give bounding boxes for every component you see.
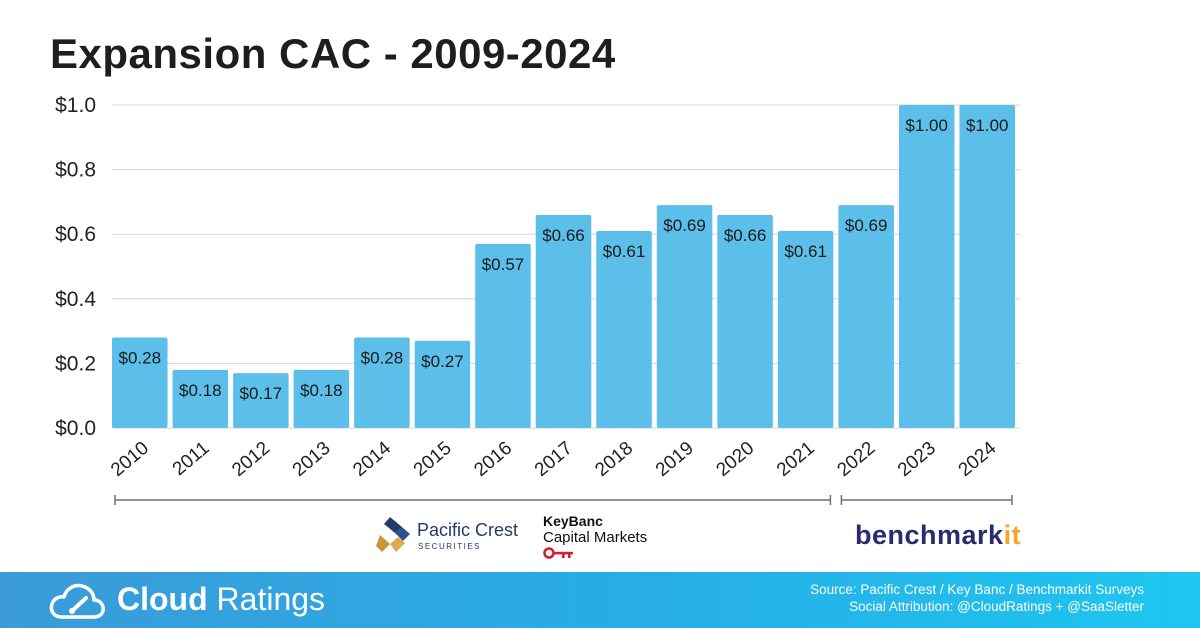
cloud-gauge-icon — [49, 583, 105, 619]
data-label: $0.69 — [845, 216, 888, 235]
bar — [172, 369, 229, 428]
source-line: Source: Pacific Crest / Key Banc / Bench… — [810, 582, 1144, 597]
data-label: $0.28 — [118, 349, 161, 368]
benchmarkit-name-main: benchmark — [855, 520, 1004, 550]
y-tick-label: $0.0 — [55, 417, 96, 440]
x-tick-label: 2020 — [712, 438, 758, 481]
pacific-crest-subtitle: SECURITIES — [418, 542, 482, 551]
data-label: $0.66 — [542, 226, 585, 245]
attribution-line: Social Attribution: @CloudRatings + @Saa… — [849, 599, 1144, 614]
bar — [959, 105, 1015, 428]
data-label: $0.61 — [603, 242, 646, 261]
bar — [898, 105, 955, 428]
y-tick-label: $0.8 — [55, 159, 96, 182]
bar-chart: $0.0 $0.2 $0.4 $0.6 $0.8 $1.0 $0.28 2010 $0.18 20… — [55, 94, 1020, 505]
x-tick-label: 2018 — [591, 438, 637, 481]
bar — [233, 373, 289, 428]
bar — [596, 230, 652, 428]
brand-name: Cloud Ratings — [117, 581, 325, 618]
x-tick-label: 2016 — [470, 438, 516, 481]
keybanc-logo: KeyBanc Capital Markets — [543, 513, 653, 561]
data-label: $0.27 — [421, 352, 464, 371]
data-label: $0.57 — [482, 255, 525, 274]
bar — [112, 337, 168, 428]
bar — [656, 205, 713, 428]
data-label: $0.17 — [240, 384, 283, 403]
data-label: $1.00 — [966, 116, 1009, 135]
data-label: $1.00 — [905, 116, 948, 135]
x-tick-label: 2017 — [531, 438, 577, 481]
x-tick-label: 2012 — [228, 438, 274, 481]
data-label: $0.61 — [784, 242, 827, 261]
bar — [414, 340, 471, 428]
x-tick-label: 2013 — [289, 438, 335, 481]
brand-name-light: Ratings — [207, 581, 326, 617]
brand-name-bold: Cloud — [117, 581, 208, 617]
y-tick-label: $0.6 — [55, 223, 96, 246]
x-tick-label: 2024 — [955, 437, 1001, 481]
x-tick-label: 2010 — [107, 438, 153, 481]
x-tick-label: 2023 — [894, 438, 940, 481]
data-label: $0.69 — [663, 216, 706, 235]
x-tick-label: 2014 — [349, 437, 395, 481]
pacific-crest-logo: Pacific Crest SECURITIES — [376, 515, 526, 555]
data-label: $0.18 — [179, 381, 222, 400]
data-label: $0.18 — [300, 381, 343, 400]
keybanc-subtitle: Capital Markets — [543, 529, 648, 546]
data-label: $0.66 — [724, 226, 767, 245]
y-tick-label: $1.0 — [55, 94, 96, 117]
benchmarkit-bracket — [840, 495, 1013, 505]
bar — [475, 243, 531, 428]
keybanc-name: KeyBanc — [543, 513, 603, 529]
x-tick-label: 2019 — [652, 438, 698, 481]
bar — [535, 214, 592, 428]
benchmarkit-name-accent: it — [1003, 520, 1022, 550]
bar — [838, 205, 894, 428]
bar — [354, 337, 410, 428]
bar — [777, 230, 834, 428]
chart-title: Expansion CAC - 2009-2024 — [50, 30, 616, 77]
data-label: $0.28 — [361, 349, 404, 368]
x-tick-label: 2022 — [833, 438, 879, 481]
x-tick-label: 2021 — [773, 438, 819, 481]
bar — [717, 214, 773, 428]
y-tick-label: $0.2 — [55, 352, 96, 375]
bar — [293, 369, 350, 428]
key-icon — [543, 547, 573, 559]
x-tick-label: 2015 — [410, 438, 456, 481]
pacific-crest-keybanc-bracket — [114, 495, 832, 505]
source-attribution: Source: Pacific Crest / Key Banc / Bench… — [810, 581, 1144, 615]
pacific-crest-name: Pacific Crest — [417, 520, 519, 540]
pacific-crest-mark-icon — [376, 517, 410, 552]
footer-bar: Cloud Ratings Source: Pacific Crest / Ke… — [0, 572, 1200, 628]
benchmarkit-logo: benchmarkit — [855, 520, 1021, 551]
x-tick-label: 2011 — [169, 438, 214, 480]
y-tick-label: $0.4 — [55, 288, 96, 311]
